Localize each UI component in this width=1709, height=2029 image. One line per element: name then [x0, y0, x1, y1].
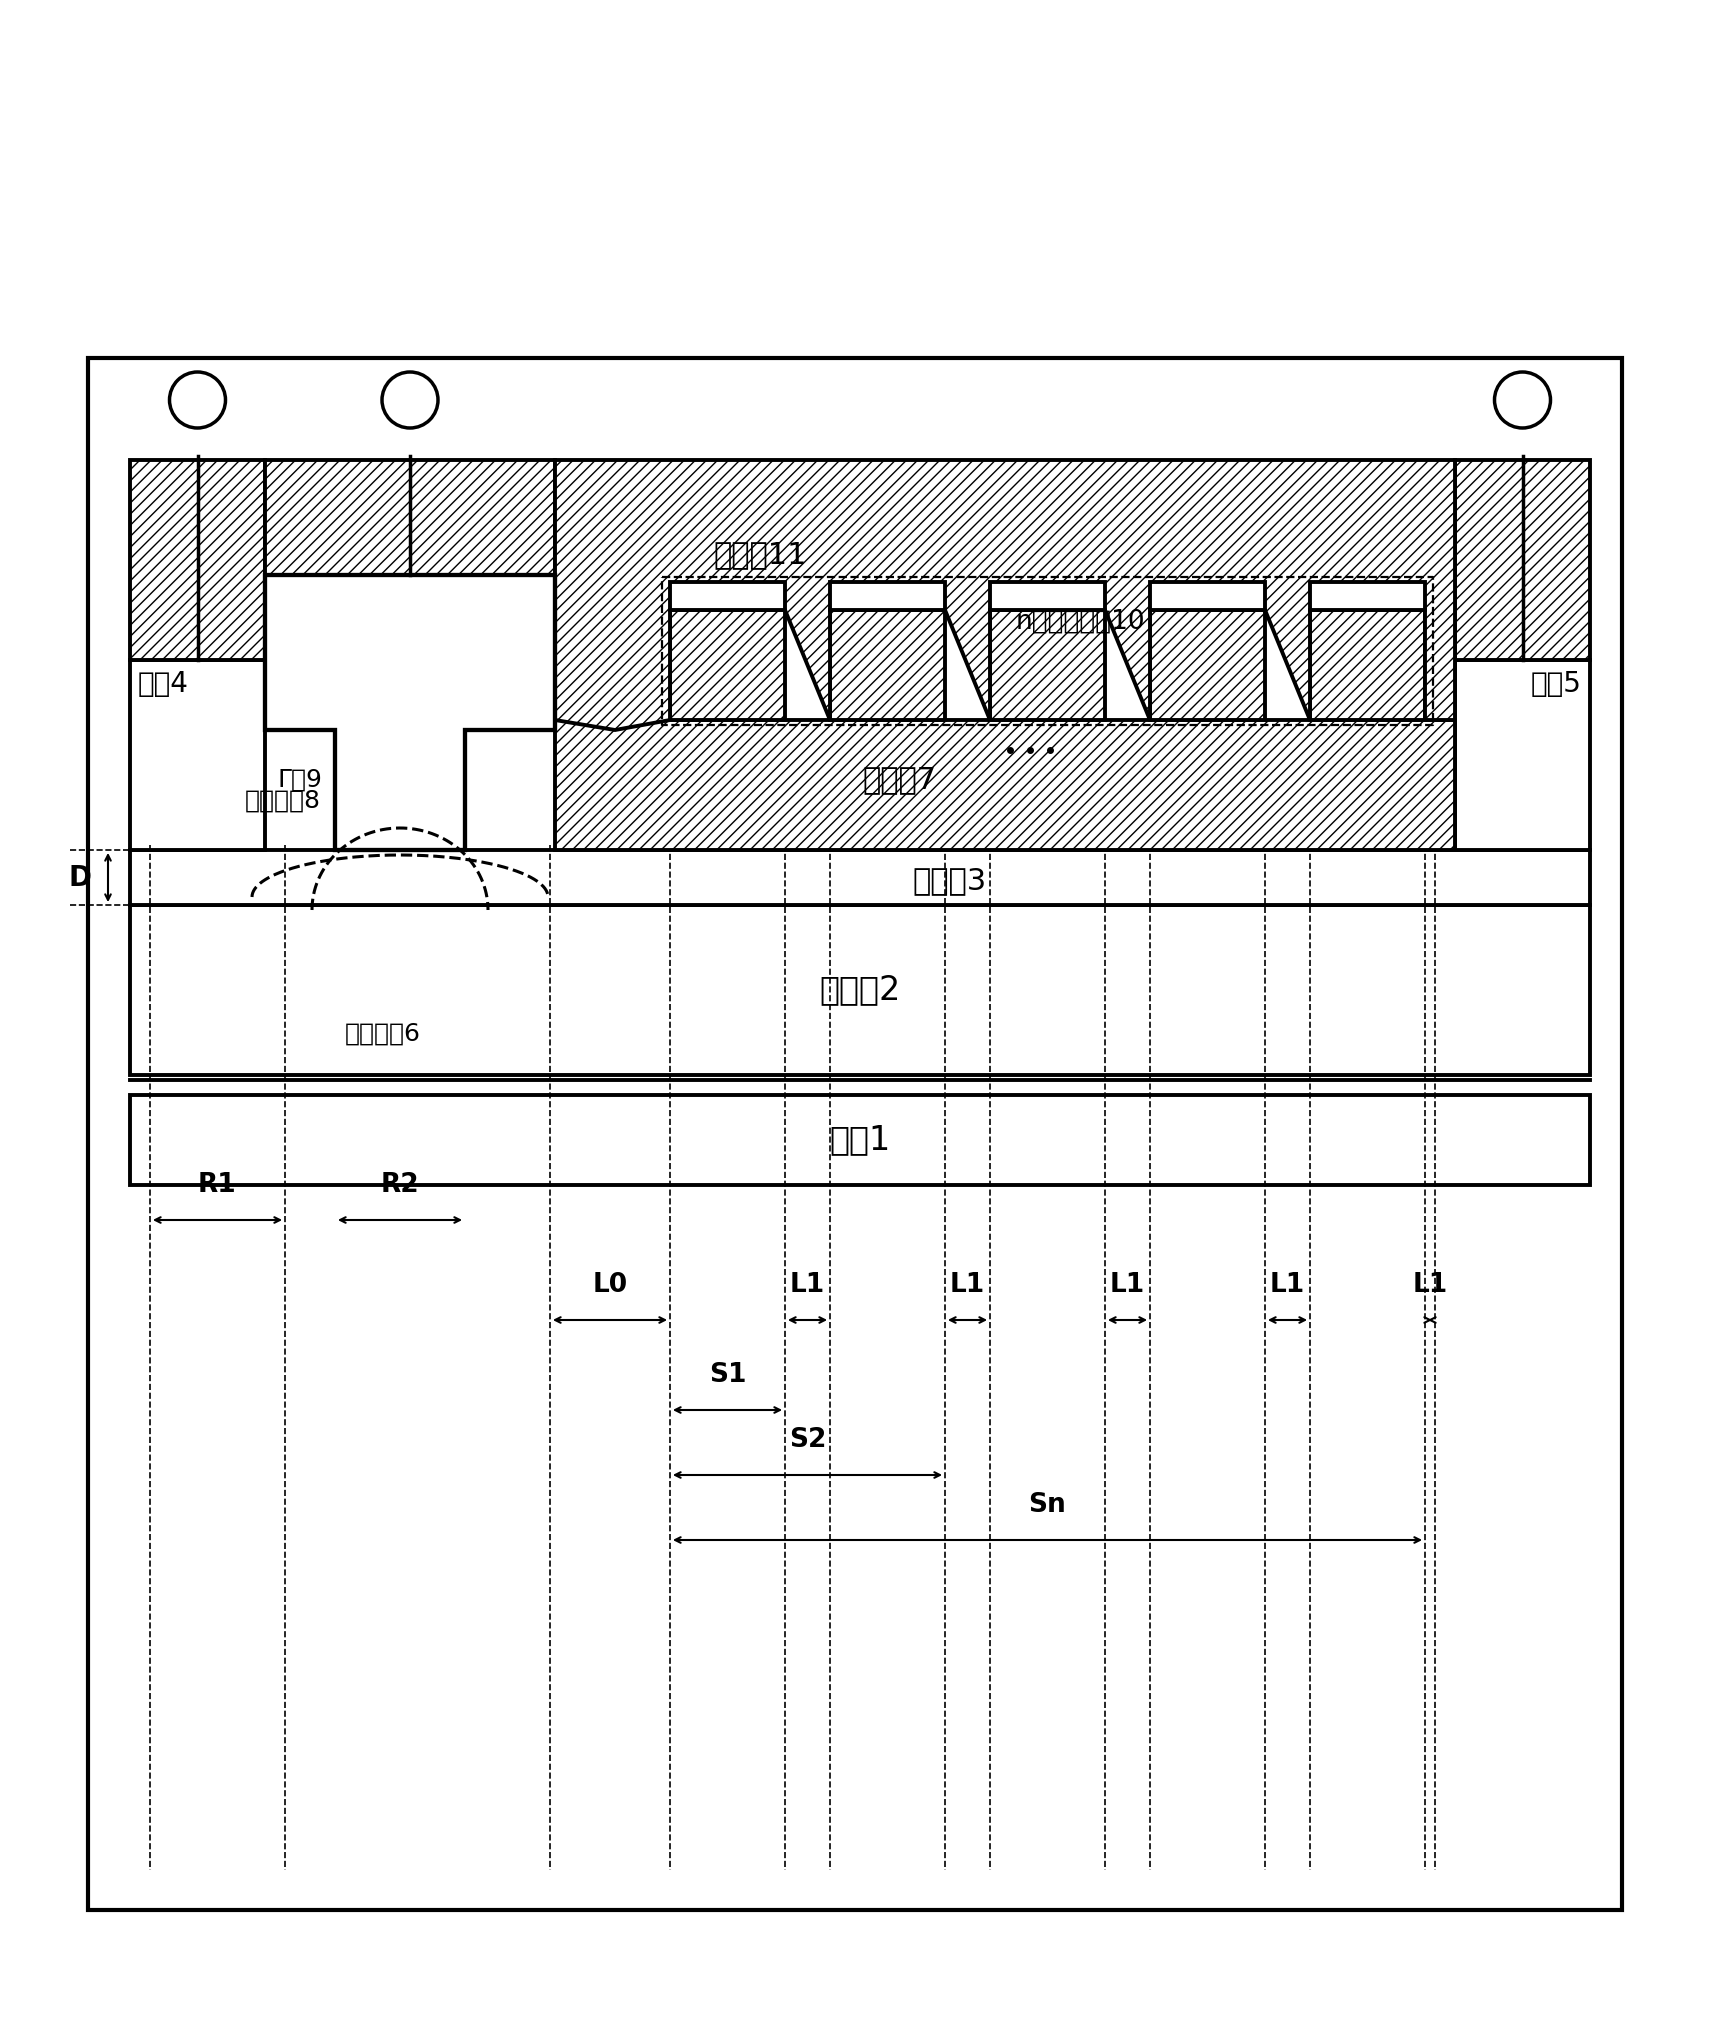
Text: 第二凹槽8: 第二凹槽8 — [244, 789, 321, 814]
Text: 源极4: 源极4 — [138, 670, 190, 698]
Text: 钝化层7: 钝化层7 — [863, 765, 937, 795]
Text: Γ栅9: Γ栅9 — [277, 769, 321, 791]
Bar — [130, 659, 265, 850]
Polygon shape — [555, 461, 1454, 730]
Text: R1: R1 — [198, 1173, 238, 1197]
Text: 衬底1: 衬底1 — [829, 1124, 890, 1157]
Text: L1: L1 — [790, 1272, 825, 1299]
Bar — [1311, 582, 1425, 611]
Text: D: D — [68, 864, 92, 891]
Text: S1: S1 — [709, 1361, 747, 1388]
Bar — [670, 582, 784, 611]
Text: 漏极5: 漏极5 — [1531, 670, 1583, 698]
Text: R2: R2 — [381, 1173, 419, 1197]
Bar — [1150, 611, 1265, 720]
Text: Sn: Sn — [1029, 1491, 1066, 1518]
Bar — [130, 1096, 1589, 1185]
Bar — [555, 720, 1454, 850]
Text: 过渡层2: 过渡层2 — [819, 974, 901, 1006]
Bar — [670, 611, 784, 720]
Bar — [831, 582, 945, 611]
Bar — [831, 611, 945, 720]
Text: 保护层11: 保护层11 — [713, 540, 807, 570]
Polygon shape — [265, 574, 555, 850]
Text: 势垒层3: 势垒层3 — [913, 866, 988, 895]
Bar — [990, 611, 1106, 720]
Bar — [130, 905, 1589, 1075]
Text: L1: L1 — [950, 1272, 984, 1299]
Bar — [87, 357, 1622, 1909]
Bar — [990, 582, 1106, 611]
Bar — [1150, 582, 1265, 611]
Bar — [130, 850, 1589, 905]
Text: L1: L1 — [1270, 1272, 1306, 1299]
Text: L1: L1 — [1109, 1272, 1145, 1299]
Text: n个浮空场板10: n个浮空场板10 — [1015, 609, 1145, 635]
Bar — [1311, 611, 1425, 720]
Bar — [265, 461, 555, 574]
Bar — [1454, 461, 1589, 659]
Text: L0: L0 — [593, 1272, 627, 1299]
Text: L1: L1 — [1412, 1272, 1448, 1299]
Bar — [130, 461, 265, 659]
Text: 第一凹槽6: 第一凹槽6 — [345, 1023, 420, 1047]
Text: S2: S2 — [790, 1426, 825, 1453]
Bar — [1454, 659, 1589, 850]
